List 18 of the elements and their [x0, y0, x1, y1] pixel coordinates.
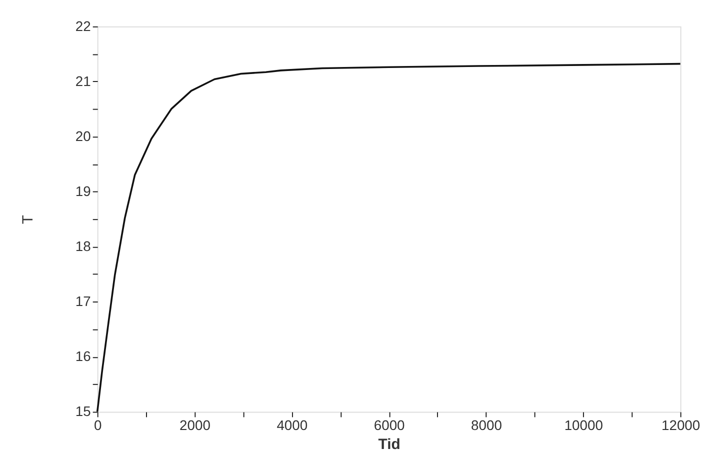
- x-tick-label: 8000: [471, 417, 502, 434]
- y-tick-label: 15: [75, 403, 92, 420]
- y-tick-label: 22: [75, 18, 92, 34]
- y-tick-label: 16: [75, 348, 92, 364]
- line-series: [96, 62, 682, 413]
- x-tick-label: 10000: [564, 417, 604, 434]
- y-tick-label: 21: [75, 72, 92, 89]
- x-axis-title: Tid: [378, 436, 400, 453]
- x-tick-label: 0: [94, 417, 102, 434]
- y-tick-label: 19: [75, 183, 92, 200]
- x-tick-label: 4000: [276, 417, 308, 434]
- x-tick-label: 12000: [661, 417, 700, 434]
- y-tick-label: 20: [75, 128, 92, 144]
- x-tick-label: 2000: [180, 417, 211, 434]
- y-tick-label: 18: [75, 238, 92, 254]
- y-tick-label: 17: [75, 293, 92, 310]
- y-axis-title: T: [20, 215, 37, 224]
- x-tick-label: 6000: [374, 417, 406, 434]
